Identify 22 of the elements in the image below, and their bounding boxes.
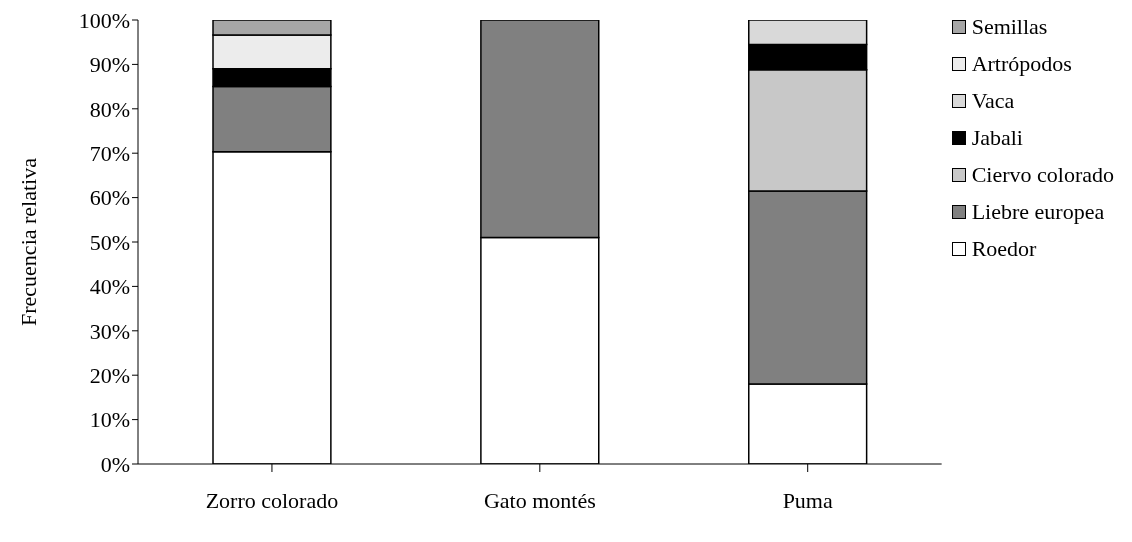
- legend-label: Roedor: [971, 235, 1037, 262]
- legend-label: Artrópodos: [971, 50, 1072, 77]
- y-tick-label: 50%: [89, 229, 130, 255]
- y-tick-label: 20%: [89, 363, 130, 389]
- legend-label: Liebre europea: [971, 198, 1105, 225]
- y-tick-label: 70%: [89, 141, 130, 167]
- legend-label: Jabali: [971, 124, 1023, 151]
- y-tick-label: 100%: [78, 7, 130, 33]
- y-tick-label: 80%: [89, 96, 130, 122]
- y-tick-label: 90%: [89, 52, 130, 78]
- x-tick-label: Zorro colorado: [205, 487, 339, 513]
- y-tick-label: 60%: [89, 185, 130, 211]
- y-tick-label: 30%: [89, 318, 130, 344]
- y-tick-label: 40%: [89, 274, 130, 300]
- y-tick-label: 0%: [100, 451, 130, 477]
- legend-label: Ciervo colorado: [971, 161, 1114, 188]
- legend-label: Semillas: [971, 13, 1048, 40]
- x-tick-label: Puma: [782, 487, 833, 513]
- y-tick-label: 10%: [89, 407, 130, 433]
- x-tick-label: Gato montés: [483, 487, 596, 513]
- y-axis-title: Frecuencia relativa: [15, 157, 41, 326]
- legend-label: Vaca: [971, 87, 1015, 114]
